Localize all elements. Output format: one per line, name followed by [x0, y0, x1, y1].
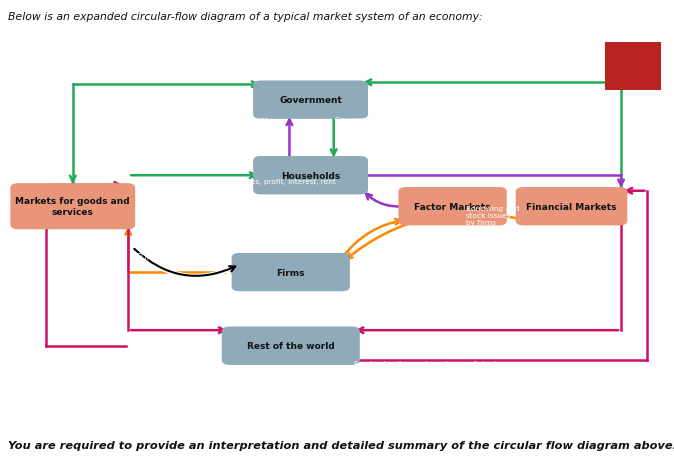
Text: Financial Markets: Financial Markets	[526, 202, 617, 211]
Text: Government: Government	[279, 96, 342, 105]
Text: Taxes: Taxes	[248, 117, 268, 123]
FancyBboxPatch shape	[516, 188, 627, 226]
Text: Government purchases of goods and
services: Government purchases of goods and servic…	[50, 63, 185, 76]
Text: Consumer spending: Consumer spending	[109, 117, 182, 123]
Text: Wages, profit, interest, rent: Wages, profit, interest, rent	[248, 237, 348, 243]
FancyBboxPatch shape	[253, 81, 368, 119]
Text: Government transfers: Government transfers	[335, 117, 416, 123]
FancyBboxPatch shape	[253, 156, 368, 195]
Text: Borrowing and
stock issues
by firms: Borrowing and stock issues by firms	[466, 205, 519, 225]
FancyBboxPatch shape	[398, 188, 507, 226]
Text: An Expanded Circular-Flow Diagram: An Expanded Circular-Flow Diagram	[65, 52, 516, 72]
Text: Exports: Exports	[135, 310, 163, 316]
FancyBboxPatch shape	[605, 43, 661, 91]
FancyBboxPatch shape	[10, 184, 135, 230]
Text: Wages, profit, interest, rent: Wages, profit, interest, rent	[235, 179, 336, 185]
Text: Imports: Imports	[83, 352, 111, 358]
Text: Foreign borrowing and sales of
stock: Foreign borrowing and sales of stock	[380, 307, 493, 320]
Text: Private savings: Private savings	[483, 134, 539, 140]
Text: Firms: Firms	[276, 268, 305, 277]
Text: Factor Markets: Factor Markets	[415, 202, 491, 211]
Text: Foreign lending and purchases of stock: Foreign lending and purchases of stock	[354, 360, 497, 366]
Text: Below is an expanded circular-flow diagram of a typical market system of an econ: Below is an expanded circular-flow diagr…	[8, 12, 483, 22]
Text: Households: Households	[281, 171, 340, 180]
Text: Markets for goods and
services: Markets for goods and services	[16, 197, 130, 217]
Text: Rest of the world: Rest of the world	[247, 341, 334, 350]
FancyBboxPatch shape	[232, 253, 350, 292]
Text: Government borrowing: Government borrowing	[443, 70, 528, 76]
FancyBboxPatch shape	[222, 327, 360, 365]
Text: GDP: GDP	[135, 252, 152, 261]
Text: You are required to provide an interpretation and detailed summary of the circul: You are required to provide an interpret…	[8, 440, 674, 450]
